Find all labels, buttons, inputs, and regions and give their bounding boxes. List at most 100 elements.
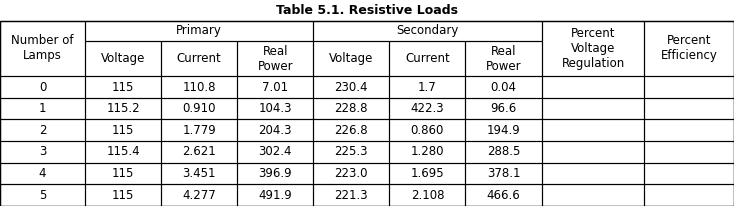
Text: 221.3: 221.3 <box>335 189 368 202</box>
Bar <box>0 21 85 76</box>
Bar <box>237 119 313 141</box>
Text: 1.695: 1.695 <box>410 167 444 180</box>
Bar <box>237 141 313 163</box>
Bar <box>313 141 389 163</box>
Bar <box>237 41 313 76</box>
Bar <box>465 76 542 98</box>
Text: Current: Current <box>177 52 222 65</box>
Bar <box>389 41 465 76</box>
Bar <box>237 98 313 119</box>
Bar <box>465 119 542 141</box>
Text: Percent
Voltage
Regulation: Percent Voltage Regulation <box>562 27 625 70</box>
Bar <box>0 76 85 98</box>
Bar <box>542 98 644 119</box>
Text: Secondary: Secondary <box>396 24 459 37</box>
Bar <box>237 163 313 184</box>
Text: 0: 0 <box>39 81 46 94</box>
Text: Number of
Lamps: Number of Lamps <box>11 34 74 62</box>
Bar <box>0 163 85 184</box>
Text: 2: 2 <box>39 124 46 137</box>
Text: 1.779: 1.779 <box>182 124 216 137</box>
Bar <box>85 141 161 163</box>
Text: 378.1: 378.1 <box>487 167 520 180</box>
Text: 225.3: 225.3 <box>335 145 368 158</box>
Text: 2.621: 2.621 <box>182 145 216 158</box>
Text: 491.9: 491.9 <box>258 189 292 202</box>
Bar <box>542 184 644 206</box>
Text: 0.860: 0.860 <box>411 124 444 137</box>
Bar <box>542 163 644 184</box>
Bar <box>161 119 237 141</box>
Text: 104.3: 104.3 <box>258 102 292 115</box>
Bar <box>85 119 161 141</box>
Bar <box>644 98 734 119</box>
Text: Real
Power: Real Power <box>486 45 521 73</box>
Bar <box>0 184 85 206</box>
Bar <box>542 21 644 76</box>
Bar <box>389 184 465 206</box>
Bar <box>85 76 161 98</box>
Bar <box>237 76 313 98</box>
Text: Real
Power: Real Power <box>258 45 293 73</box>
Bar <box>644 184 734 206</box>
Text: 115: 115 <box>112 81 134 94</box>
Bar <box>313 76 389 98</box>
Text: 466.6: 466.6 <box>487 189 520 202</box>
Text: 230.4: 230.4 <box>335 81 368 94</box>
Bar <box>0 119 85 141</box>
Text: Voltage: Voltage <box>101 52 145 65</box>
Bar <box>465 141 542 163</box>
Text: 110.8: 110.8 <box>183 81 216 94</box>
Text: 1.280: 1.280 <box>410 145 444 158</box>
Text: 1.7: 1.7 <box>418 81 437 94</box>
Bar <box>389 98 465 119</box>
Bar <box>542 119 644 141</box>
Bar <box>85 98 161 119</box>
Text: 1: 1 <box>39 102 46 115</box>
Text: 226.8: 226.8 <box>335 124 368 137</box>
Text: 115: 115 <box>112 124 134 137</box>
Bar <box>313 21 542 41</box>
Text: 223.0: 223.0 <box>335 167 368 180</box>
Text: 204.3: 204.3 <box>258 124 292 137</box>
Bar <box>542 76 644 98</box>
Bar <box>644 119 734 141</box>
Bar <box>389 163 465 184</box>
Bar <box>313 98 389 119</box>
Text: 288.5: 288.5 <box>487 145 520 158</box>
Text: 7.01: 7.01 <box>262 81 288 94</box>
Bar <box>237 184 313 206</box>
Text: 3: 3 <box>39 145 46 158</box>
Text: 0.910: 0.910 <box>183 102 216 115</box>
Text: 228.8: 228.8 <box>335 102 368 115</box>
Bar <box>313 119 389 141</box>
Text: 3.451: 3.451 <box>183 167 216 180</box>
Bar <box>644 76 734 98</box>
Text: Percent
Efficiency: Percent Efficiency <box>661 34 718 62</box>
Bar <box>313 184 389 206</box>
Bar <box>389 76 465 98</box>
Bar <box>0 98 85 119</box>
Bar <box>644 141 734 163</box>
Text: 4: 4 <box>39 167 46 180</box>
Text: 302.4: 302.4 <box>258 145 292 158</box>
Text: Table 5.1. Resistive Loads: Table 5.1. Resistive Loads <box>276 4 458 17</box>
Text: 2.108: 2.108 <box>410 189 444 202</box>
Bar <box>161 41 237 76</box>
Bar <box>465 41 542 76</box>
Bar <box>161 184 237 206</box>
Bar <box>85 184 161 206</box>
Bar <box>644 21 734 76</box>
Bar <box>465 98 542 119</box>
Bar <box>161 76 237 98</box>
Bar <box>85 21 313 41</box>
Text: Current: Current <box>405 52 450 65</box>
Text: 115.4: 115.4 <box>106 145 140 158</box>
Bar <box>85 41 161 76</box>
Bar <box>644 163 734 184</box>
Text: 0.04: 0.04 <box>490 81 517 94</box>
Bar <box>465 184 542 206</box>
Text: 115: 115 <box>112 189 134 202</box>
Text: 115: 115 <box>112 167 134 180</box>
Bar <box>542 141 644 163</box>
